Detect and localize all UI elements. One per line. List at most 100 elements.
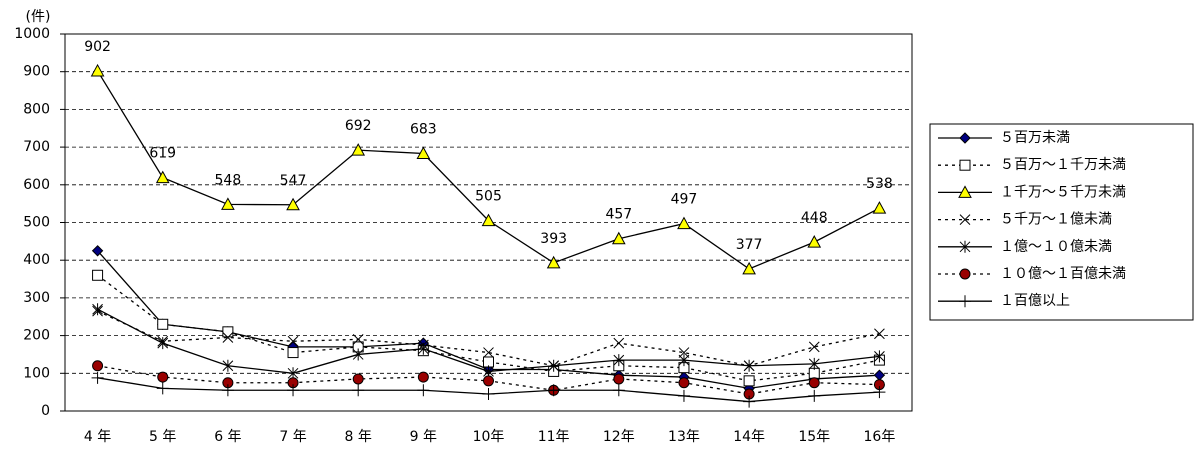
marker [678,377,690,389]
value-label: 547 [280,173,307,189]
marker [157,371,169,383]
marker [872,201,887,214]
marker [959,240,971,253]
marker [808,377,820,389]
marker [613,373,625,385]
x-tick-label: 9 年 [410,429,437,445]
x-tick-label: 14年 [733,429,765,445]
y-tick-label: 1000 [14,26,50,42]
marker [352,384,365,397]
x-tick-label: 12年 [603,429,635,445]
value-label: 377 [736,237,763,253]
marker [90,63,105,77]
legend-label: ５千万～１億未満 [1000,212,1112,228]
value-label: 497 [671,192,698,208]
marker [417,384,430,397]
marker [156,382,169,395]
legend-label: １百億以上 [1000,293,1070,309]
marker [92,360,104,372]
x-tick-label: 13年 [668,429,700,445]
marker [287,335,299,347]
y-unit: (件) [26,9,51,25]
marker [482,388,495,401]
value-label: 448 [801,210,828,226]
marker [91,371,104,384]
marker [222,326,234,338]
marker [959,132,971,144]
value-label: 902 [84,39,111,55]
marker [286,197,300,211]
marker [351,143,366,156]
y-tick-label: 600 [23,177,50,193]
marker [611,231,626,245]
value-label: 505 [475,189,502,205]
marker [808,357,820,370]
marker [873,386,886,399]
marker [222,359,234,372]
marker [352,373,364,385]
value-label: 692 [345,118,372,134]
y-tick-label: 700 [23,139,50,155]
marker [92,269,104,281]
x-tick-label: 6 年 [214,429,241,445]
marker [874,350,885,363]
marker [548,359,560,372]
marker [807,235,822,248]
marker [678,354,690,367]
marker [874,328,885,340]
y-tick-label: 900 [23,64,50,80]
y-tick-label: 200 [23,328,50,344]
legend-box [929,123,1194,321]
marker [417,371,429,383]
legend-label: １０億～１百億未満 [1000,266,1126,282]
x-tick-label: 7 年 [279,429,306,445]
x-tick-label: 5 年 [149,429,176,445]
marker [742,261,756,275]
x-tick-label: 11年 [538,429,570,445]
marker [221,197,235,210]
marker [613,354,625,367]
x-tick-label: 4 年 [84,429,111,445]
value-label: 538 [866,176,893,192]
marker [222,332,234,343]
marker [743,359,755,372]
value-label: 393 [540,231,567,247]
x-tick-label: 10年 [473,429,505,445]
y-tick-label: 800 [23,101,50,117]
marker [157,318,169,330]
value-label: 457 [605,207,632,223]
marker [677,216,691,230]
y-tick-label: 400 [23,252,50,268]
marker [613,337,625,349]
marker [959,295,971,308]
marker [157,337,169,350]
x-tick-label: 16年 [864,429,896,445]
marker [221,384,234,397]
legend-label: １千万～５千万未満 [1000,184,1126,200]
marker [91,245,104,257]
marker [481,213,496,227]
legend-label: １億～１０億未満 [1000,239,1112,255]
marker [612,384,625,397]
marker [352,334,364,345]
y-tick-label: 300 [23,290,50,306]
marker [92,303,103,316]
marker [546,255,561,269]
marker [678,347,690,358]
marker [155,170,170,184]
marker [547,384,560,397]
marker [416,146,431,160]
marker [287,384,300,397]
marker [959,159,971,171]
value-label: 683 [410,122,437,138]
value-label: 548 [215,172,242,188]
marker [958,185,972,198]
x-tick-label: 15年 [798,429,830,445]
marker [743,375,755,387]
y-tick-label: 100 [23,365,50,381]
y-tick-label: 500 [23,215,50,231]
x-tick-label: 8 年 [345,429,372,445]
marker [808,341,820,353]
marker [483,347,494,358]
marker [417,342,429,355]
